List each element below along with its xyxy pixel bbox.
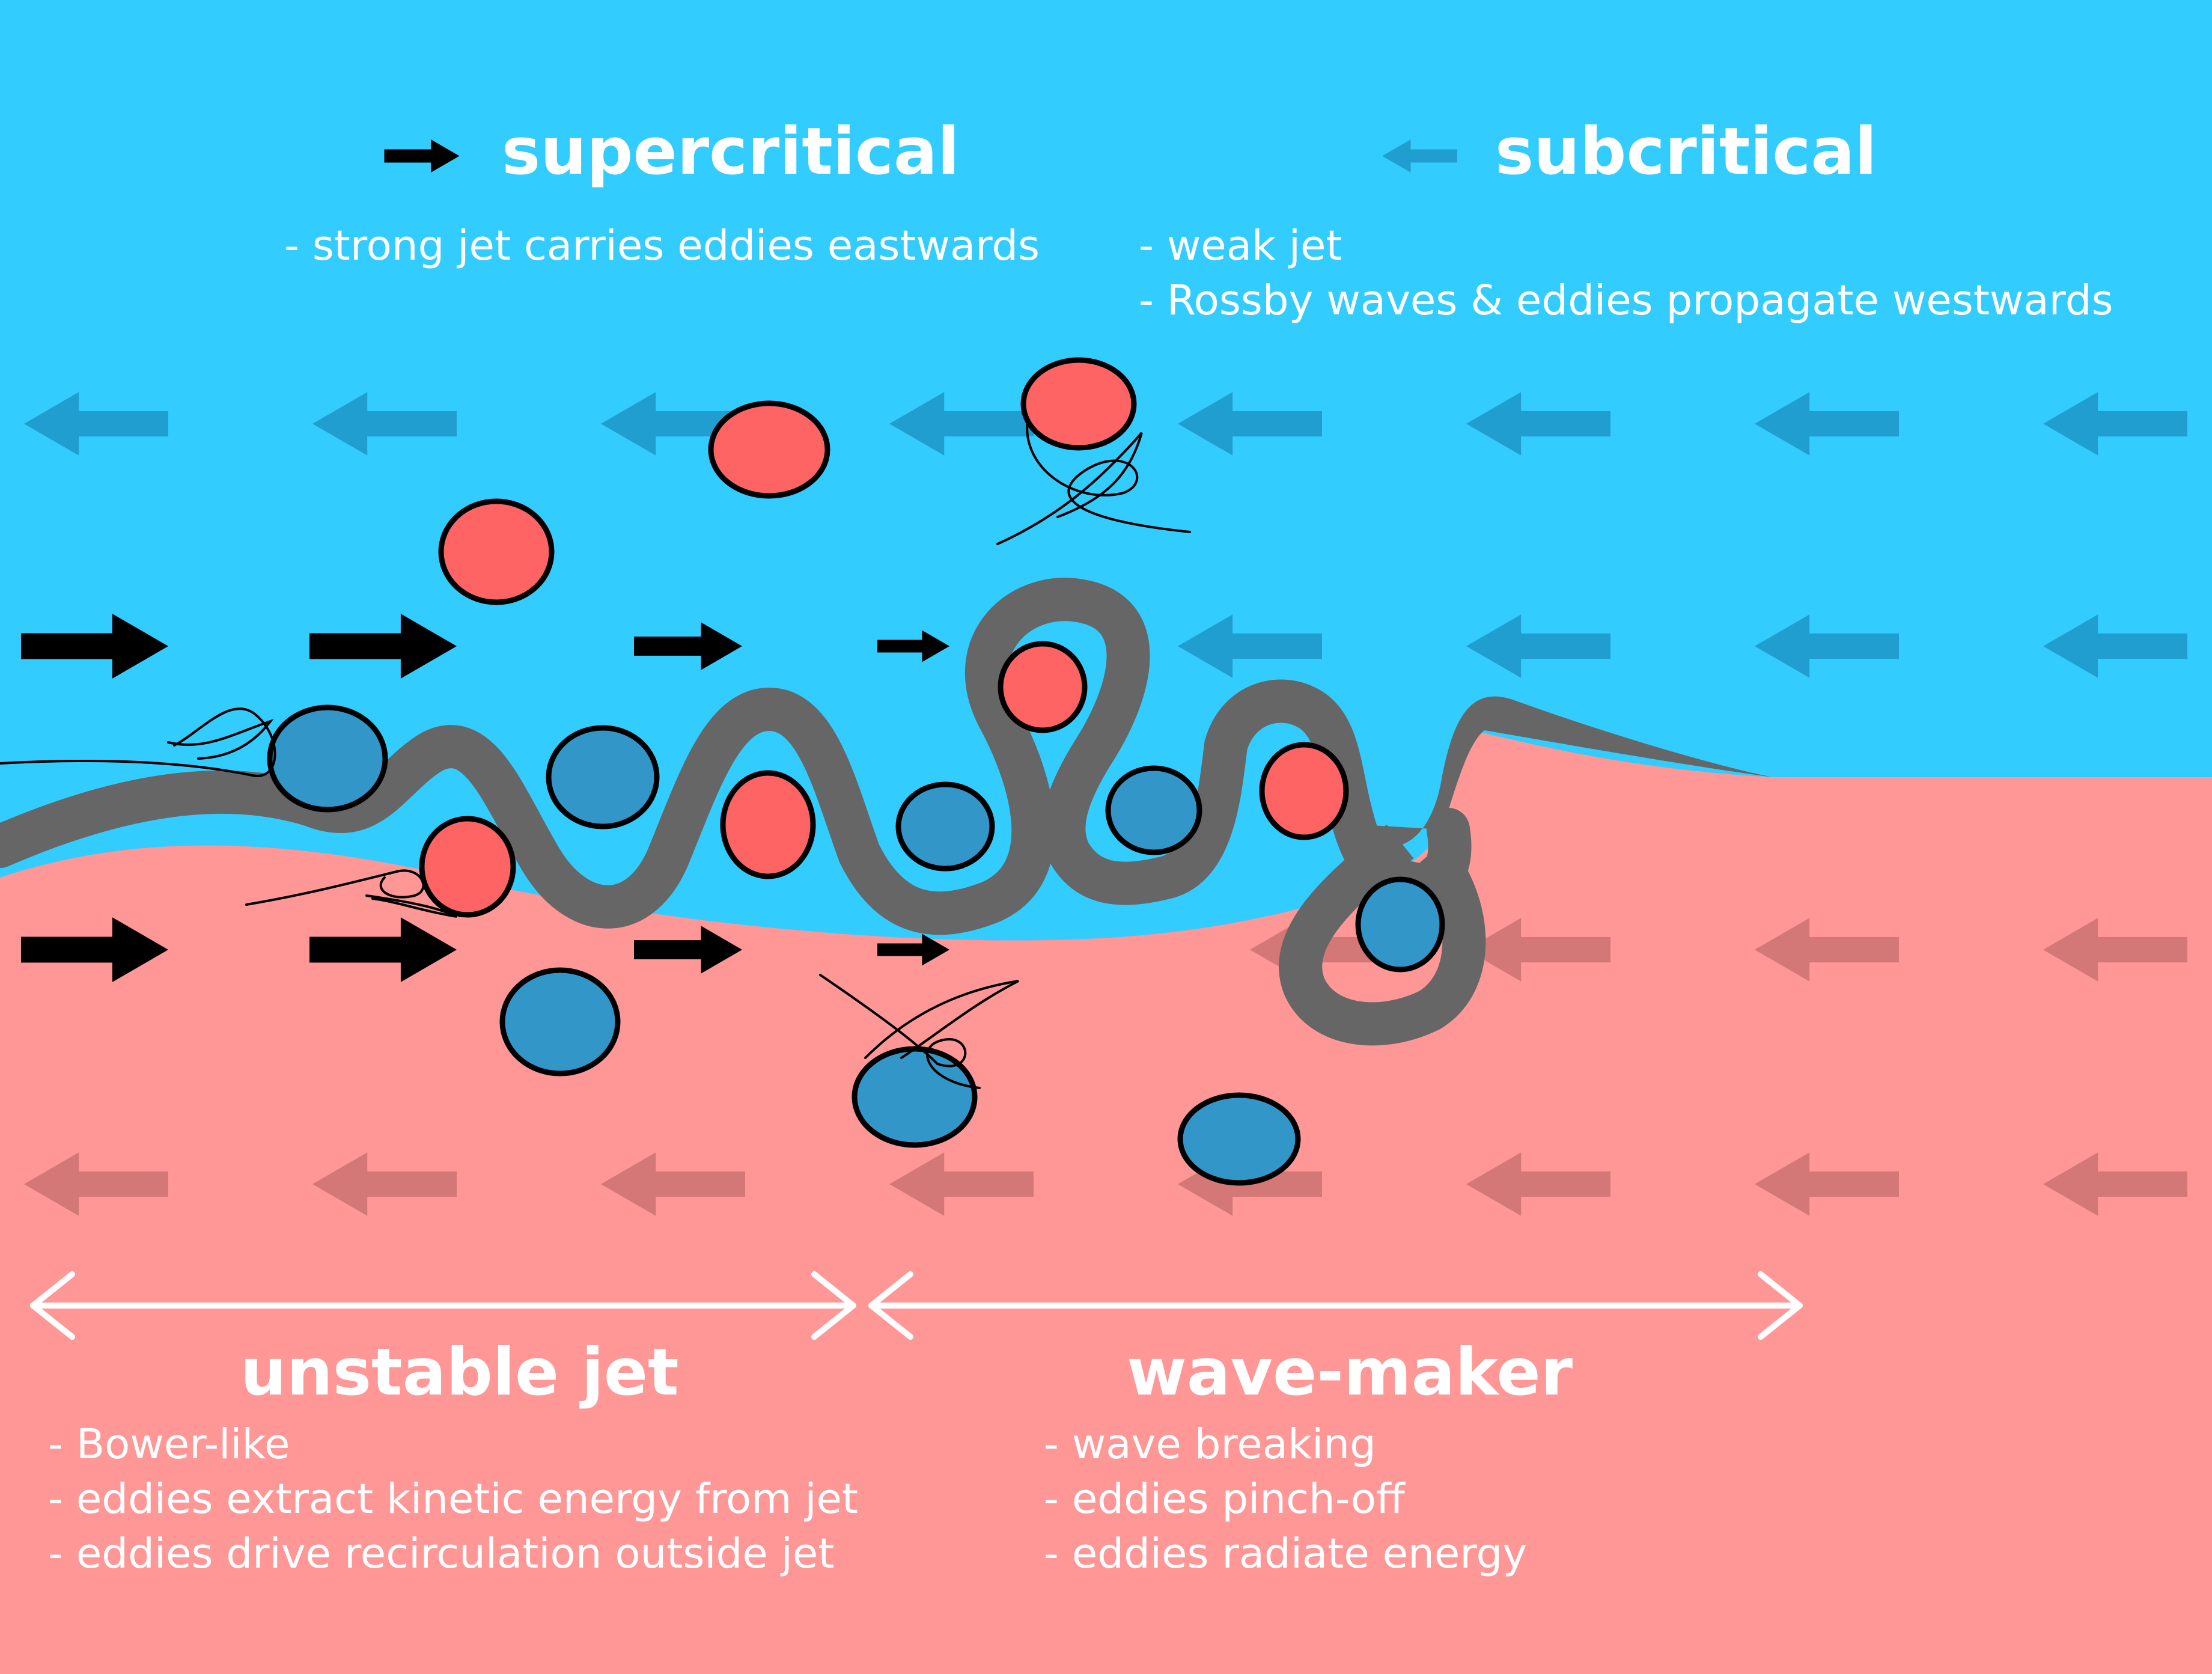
subcritical-note: - weak jet <box>1139 222 1342 270</box>
unstable-jet-note: - eddies drive recirculation outside jet <box>48 1530 835 1578</box>
warm-eddies <box>419 357 1349 918</box>
eddy-tail <box>0 707 276 777</box>
cold-eddy <box>499 967 621 1077</box>
eddy-tail <box>864 980 1019 1059</box>
cold-eddy <box>1177 1092 1301 1186</box>
unstable-jet-title: unstable jet <box>240 1335 679 1410</box>
cold-eddy <box>852 1046 978 1148</box>
warm-eddy <box>708 400 830 499</box>
subcritical-title: subcritical <box>1495 114 1877 189</box>
cold-eddies <box>267 704 1445 1186</box>
unstable-jet-note: - Bower-like <box>48 1420 290 1468</box>
wave-maker-note: - wave breaking <box>1044 1420 1376 1468</box>
unstable-jet-span-arrow <box>30 1271 856 1340</box>
cold-eddy <box>1355 876 1445 973</box>
warm-eddy <box>419 816 516 918</box>
eddy-tail <box>167 719 274 760</box>
warm-eddy <box>1259 742 1349 840</box>
eddy-tail <box>819 974 981 1089</box>
cold-eddy <box>267 704 388 813</box>
wave-maker-span-arrow <box>868 1271 1803 1340</box>
supercritical-title: supercritical <box>502 114 960 189</box>
eddy-tail <box>996 432 1143 545</box>
warm-eddy <box>998 641 1088 733</box>
eddy-tail <box>365 894 457 918</box>
supercritical-note: - strong jet carries eddies eastwards <box>284 222 1040 270</box>
wave-maker-note: - eddies pinch-off <box>1044 1475 1405 1523</box>
wave-maker-note: - eddies radiate energy <box>1044 1530 1528 1578</box>
jet-stream-tail <box>1340 696 1773 848</box>
warm-eddy <box>438 498 555 605</box>
span-arrows <box>30 1271 1803 1340</box>
warm-eddy <box>720 770 816 879</box>
cold-eddy <box>895 781 995 872</box>
subcritical-note: - Rossby waves & eddies propagate westwa… <box>1139 276 2113 325</box>
cold-eddy <box>546 725 660 829</box>
jet-stream-band <box>0 578 1472 935</box>
eddy-tails <box>0 420 1191 1089</box>
eddy-tail <box>245 869 425 906</box>
wave-maker-title: wave-maker <box>1127 1335 1573 1410</box>
warm-eddy <box>1020 357 1137 451</box>
wave-maker-loop <box>1279 824 1486 1046</box>
unstable-jet-note: - eddies extract kinetic energy from jet <box>48 1475 859 1523</box>
cold-eddy <box>1105 765 1202 855</box>
